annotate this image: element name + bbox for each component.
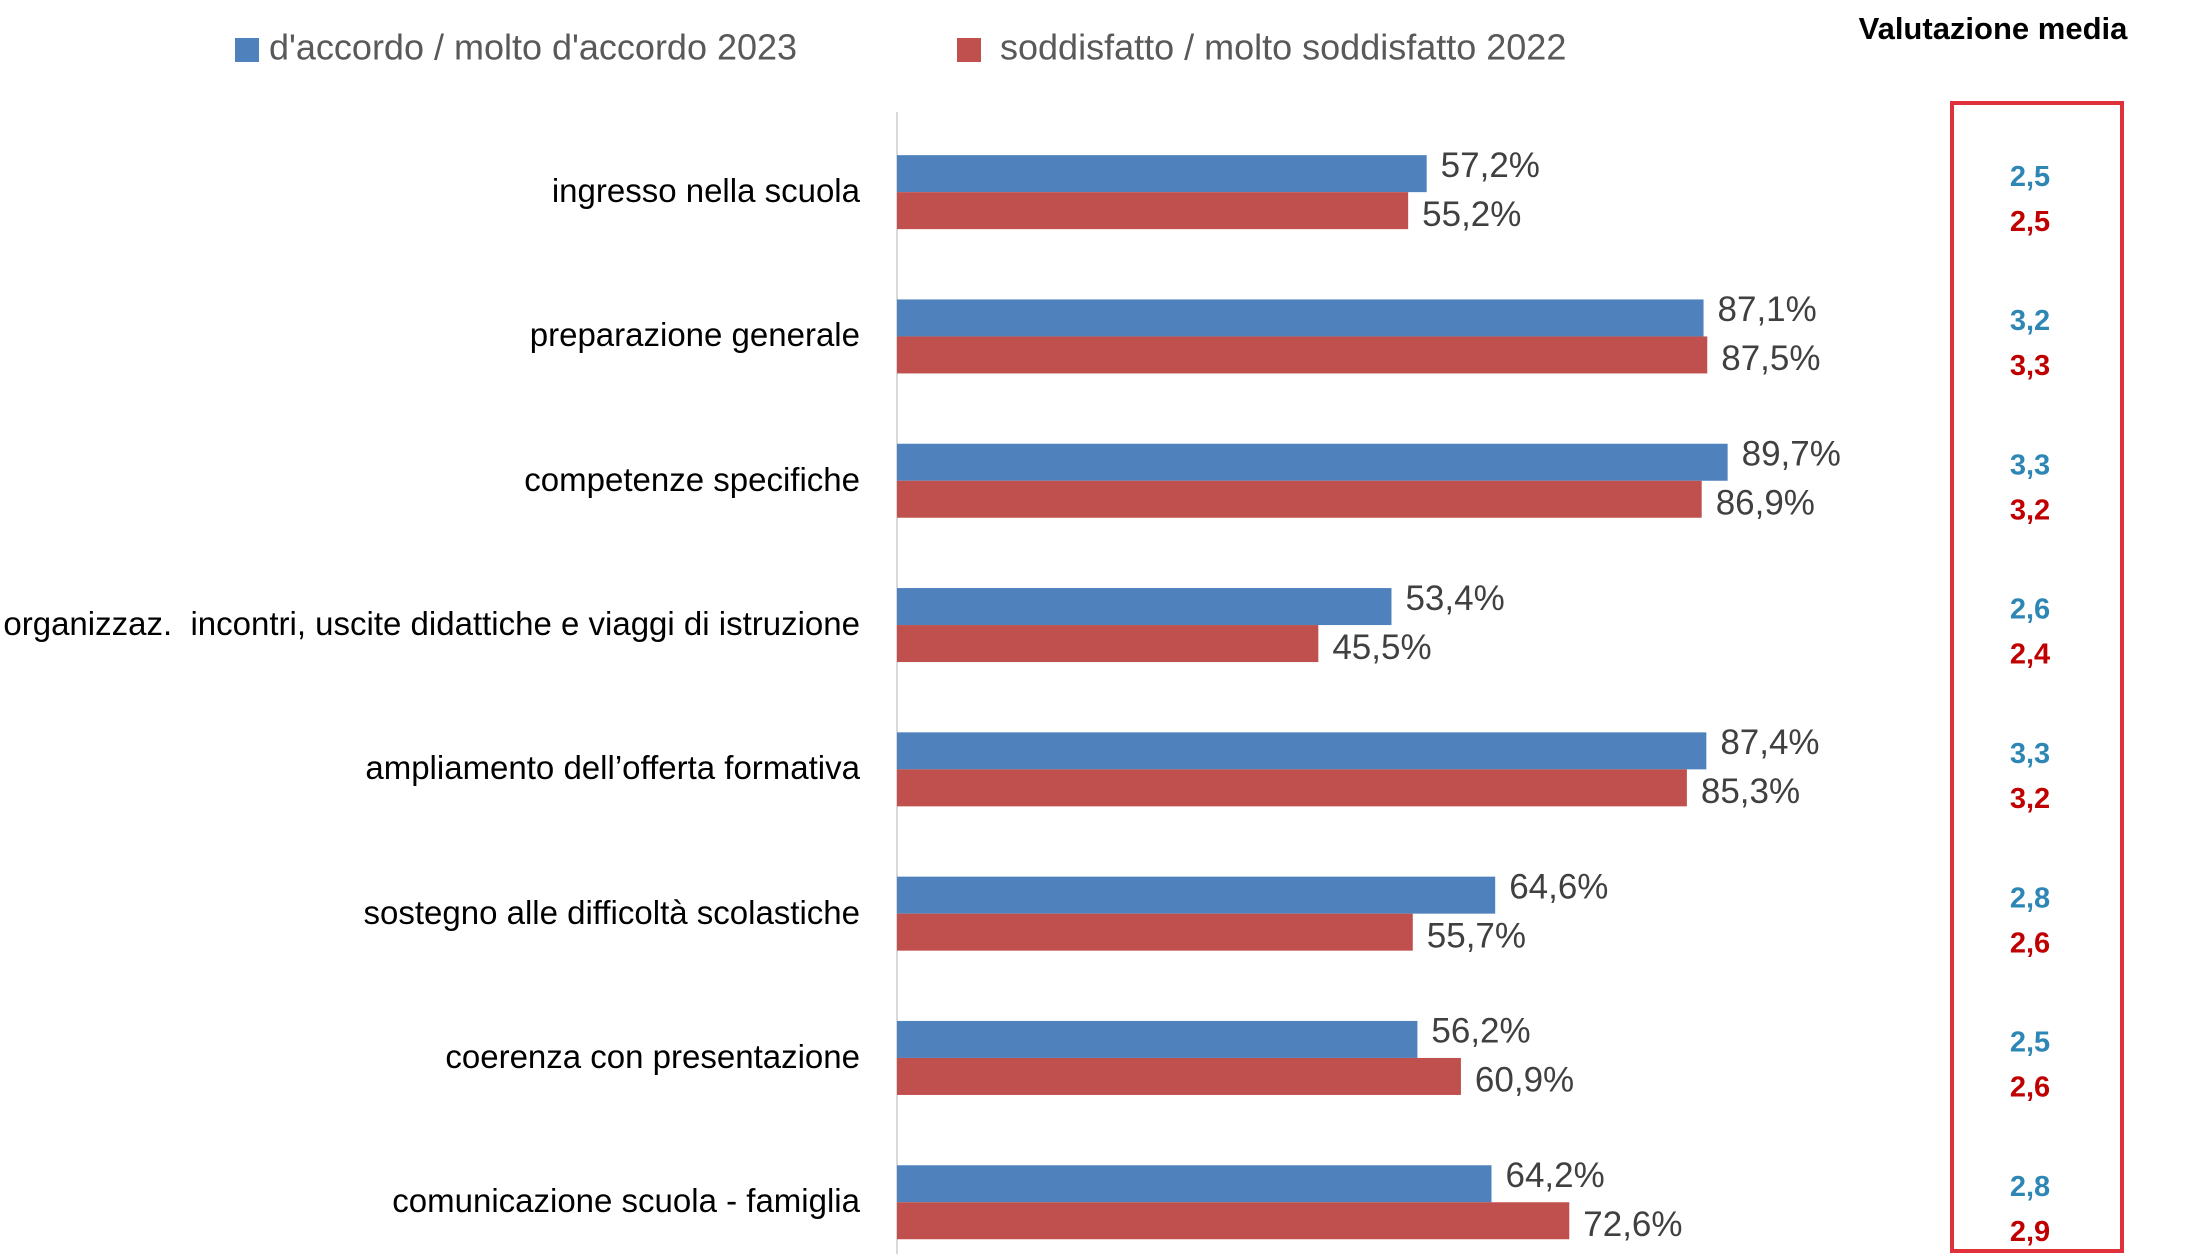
data-label: 56,2% bbox=[1431, 1012, 1530, 1051]
legend-label: soddisfatto / molto soddisfatto 2022 bbox=[1000, 27, 1566, 68]
mean-value: 2,9 bbox=[2010, 1216, 2050, 1248]
bar bbox=[897, 443, 1728, 481]
data-label: 45,5% bbox=[1332, 628, 1431, 667]
bar bbox=[897, 913, 1413, 951]
data-label: 86,9% bbox=[1716, 484, 1815, 523]
mean-value: 3,3 bbox=[2010, 738, 2050, 770]
category-label: organizzaz. incontri, uscite didattiche … bbox=[3, 605, 860, 643]
data-label: 64,2% bbox=[1505, 1156, 1604, 1195]
bar bbox=[897, 1202, 1570, 1240]
mean-value: 3,2 bbox=[2010, 305, 2050, 337]
category-label: coerenza con presentazione bbox=[445, 1037, 860, 1075]
mean-value: 2,4 bbox=[2010, 639, 2050, 671]
mean-value: 2,5 bbox=[2010, 206, 2050, 238]
bar bbox=[897, 1020, 1418, 1058]
data-label: 64,6% bbox=[1509, 867, 1608, 906]
data-label: 87,5% bbox=[1721, 339, 1820, 378]
category-label: competenze specifiche bbox=[524, 460, 860, 498]
bar bbox=[897, 876, 1496, 914]
bar bbox=[897, 480, 1702, 518]
bar bbox=[897, 299, 1704, 337]
bar bbox=[897, 732, 1707, 770]
data-label: 87,1% bbox=[1718, 290, 1817, 329]
mean-value: 2,6 bbox=[2010, 927, 2050, 959]
legend-swatch bbox=[235, 38, 259, 62]
bar bbox=[897, 625, 1319, 663]
mean-panel-title: Valutazione media bbox=[1859, 11, 2129, 46]
bar bbox=[897, 769, 1687, 807]
bar bbox=[897, 336, 1708, 374]
bar bbox=[897, 1057, 1461, 1095]
data-label: 72,6% bbox=[1583, 1205, 1682, 1244]
data-label: 85,3% bbox=[1701, 772, 1800, 811]
data-label: 89,7% bbox=[1742, 435, 1841, 474]
mean-value: 3,3 bbox=[2010, 350, 2050, 382]
bar bbox=[897, 1165, 1492, 1203]
mean-value: 2,6 bbox=[2010, 594, 2050, 626]
mean-value: 2,8 bbox=[2010, 882, 2050, 914]
category-label: ingresso nella scuola bbox=[551, 172, 860, 210]
mean-value: 2,5 bbox=[2010, 161, 2050, 193]
mean-value: 3,2 bbox=[2010, 783, 2050, 815]
category-label: sostegno alle difficoltà scolastiche bbox=[363, 893, 860, 931]
mean-panel-box bbox=[1950, 101, 2124, 1253]
category-label: ampliamento dell’offerta formativa bbox=[365, 749, 860, 787]
category-label: comunicazione scuola - famiglia bbox=[392, 1182, 860, 1220]
legend-label: d'accordo / molto d'accordo 2023 bbox=[269, 27, 797, 68]
data-label: 60,9% bbox=[1475, 1061, 1574, 1100]
data-label: 87,4% bbox=[1720, 723, 1819, 762]
data-label: 53,4% bbox=[1405, 579, 1504, 618]
mean-value: 3,2 bbox=[2010, 494, 2050, 526]
bar bbox=[897, 588, 1392, 626]
data-label: 57,2% bbox=[1441, 146, 1540, 185]
mean-value: 2,8 bbox=[2010, 1171, 2050, 1203]
mean-value: 2,5 bbox=[2010, 1027, 2050, 1059]
data-label: 55,7% bbox=[1427, 916, 1526, 955]
mean-value: 3,3 bbox=[2010, 449, 2050, 481]
category-label: preparazione generale bbox=[529, 316, 860, 354]
legend-swatch bbox=[957, 38, 981, 62]
bar bbox=[897, 192, 1409, 230]
mean-value: 2,6 bbox=[2010, 1072, 2050, 1104]
data-label: 55,2% bbox=[1422, 195, 1521, 234]
bar bbox=[897, 155, 1427, 193]
